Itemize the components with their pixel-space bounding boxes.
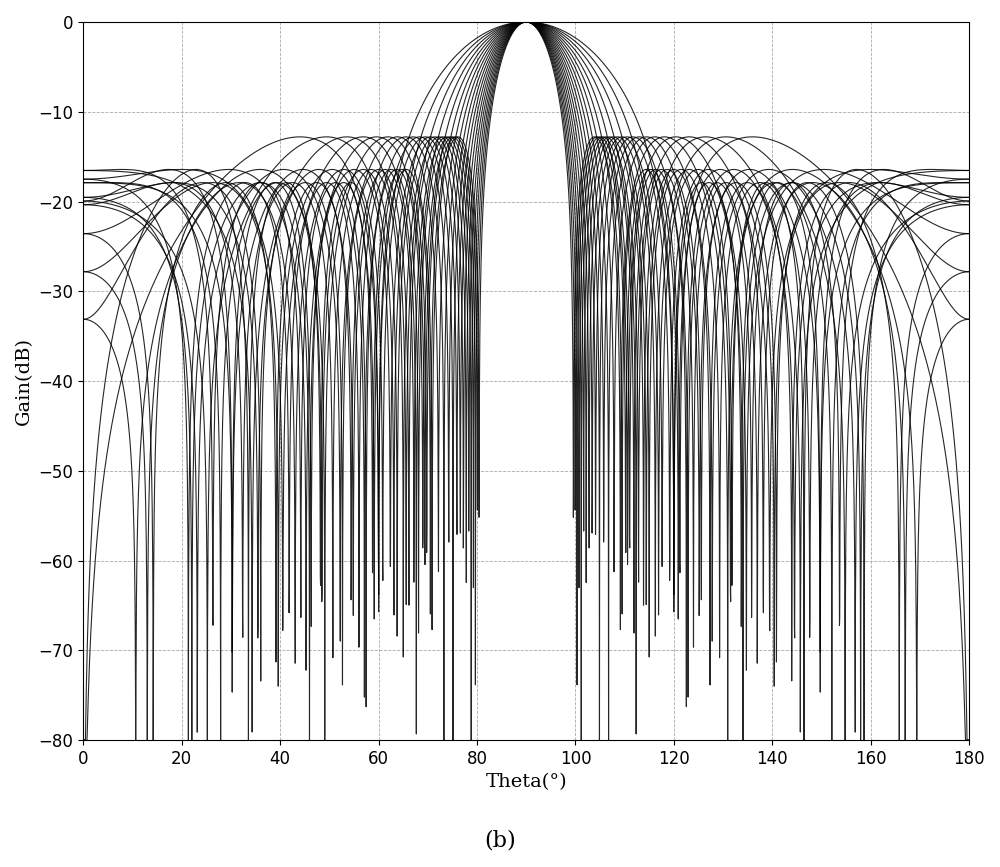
Text: (b): (b) xyxy=(484,830,516,852)
X-axis label: Theta(°): Theta(°) xyxy=(485,773,567,792)
Y-axis label: Gain(dB): Gain(dB) xyxy=(15,337,33,425)
